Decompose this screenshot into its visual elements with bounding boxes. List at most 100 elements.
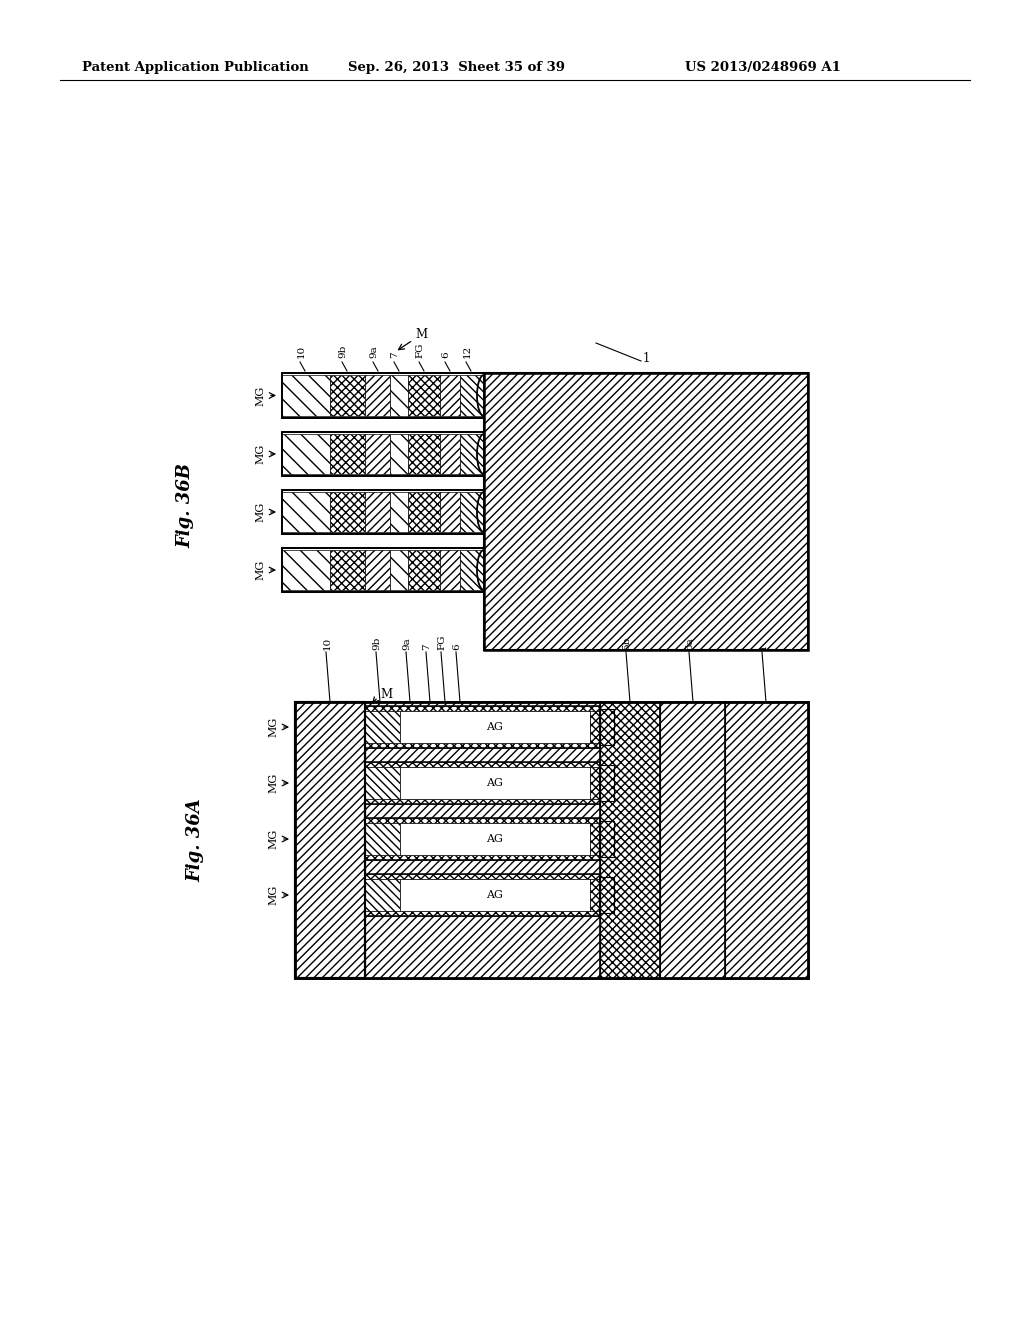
Bar xyxy=(365,743,600,748)
Bar xyxy=(295,702,808,978)
Text: MG: MG xyxy=(255,502,265,523)
Bar xyxy=(440,492,460,532)
Text: Fig. 36A: Fig. 36A xyxy=(186,799,204,882)
Bar xyxy=(600,702,660,978)
Text: MG: MG xyxy=(268,829,278,849)
Bar xyxy=(408,550,440,590)
Bar xyxy=(390,375,408,416)
Bar xyxy=(600,709,614,744)
Bar xyxy=(282,432,484,477)
Bar xyxy=(484,374,808,649)
Bar xyxy=(590,711,600,743)
Bar xyxy=(365,879,400,911)
Bar xyxy=(282,550,330,590)
Bar xyxy=(590,822,600,855)
Text: 12: 12 xyxy=(463,345,471,358)
Bar xyxy=(440,550,460,590)
Bar xyxy=(400,767,590,799)
Bar xyxy=(282,432,484,477)
Bar xyxy=(590,879,600,911)
Text: 9a: 9a xyxy=(402,638,412,649)
Bar xyxy=(365,706,600,711)
Text: Patent Application Publication: Patent Application Publication xyxy=(82,62,309,74)
Text: 5a: 5a xyxy=(685,638,694,649)
Bar xyxy=(600,766,614,801)
Bar xyxy=(390,550,408,590)
Text: M: M xyxy=(380,688,392,701)
Text: Fig. 36B: Fig. 36B xyxy=(176,462,194,548)
Bar xyxy=(365,818,600,861)
Bar xyxy=(282,548,484,591)
Bar xyxy=(365,762,600,804)
Bar xyxy=(440,434,460,474)
Bar xyxy=(365,434,390,474)
Text: 9b: 9b xyxy=(339,345,347,358)
Bar xyxy=(460,492,484,532)
Text: MG: MG xyxy=(268,884,278,906)
Text: 7: 7 xyxy=(423,643,431,649)
Bar xyxy=(365,818,600,822)
Bar xyxy=(330,550,365,590)
Bar xyxy=(460,434,484,474)
Text: 9b: 9b xyxy=(373,636,382,649)
Bar xyxy=(484,374,808,649)
Bar xyxy=(295,702,365,978)
Bar xyxy=(400,879,590,911)
Bar xyxy=(600,876,614,913)
Bar xyxy=(600,821,614,857)
Bar xyxy=(282,490,484,535)
Text: MG: MG xyxy=(268,717,278,737)
Bar xyxy=(365,799,600,804)
Bar xyxy=(460,550,484,590)
Bar xyxy=(365,767,400,799)
Text: AG: AG xyxy=(486,777,504,788)
Bar xyxy=(408,375,440,416)
Text: MG: MG xyxy=(268,774,278,793)
Text: Sep. 26, 2013  Sheet 35 of 39: Sep. 26, 2013 Sheet 35 of 39 xyxy=(348,62,565,74)
Bar xyxy=(408,434,440,474)
Bar xyxy=(600,709,614,744)
Bar xyxy=(365,762,600,804)
Bar xyxy=(365,702,600,978)
Bar xyxy=(295,702,365,978)
Text: MG: MG xyxy=(255,444,265,465)
Bar xyxy=(365,762,600,767)
Bar xyxy=(365,706,600,748)
Bar xyxy=(400,711,590,743)
Bar xyxy=(295,702,365,978)
Bar xyxy=(600,821,614,857)
Bar xyxy=(282,490,484,535)
Bar xyxy=(660,702,725,978)
Text: 1: 1 xyxy=(759,643,768,649)
Bar xyxy=(365,874,600,916)
Text: M: M xyxy=(415,329,427,342)
Bar xyxy=(282,374,484,418)
Bar xyxy=(282,434,330,474)
Bar xyxy=(408,492,440,532)
Bar xyxy=(282,374,484,418)
Text: MG: MG xyxy=(255,385,265,405)
Text: 10: 10 xyxy=(323,636,332,649)
Text: 9a: 9a xyxy=(370,346,379,358)
Text: 10: 10 xyxy=(297,345,305,358)
Bar xyxy=(282,375,330,416)
Bar xyxy=(282,548,484,591)
Bar xyxy=(600,766,614,801)
Text: 5b: 5b xyxy=(623,636,632,649)
Bar xyxy=(390,492,408,532)
Bar xyxy=(400,822,590,855)
Bar xyxy=(295,702,808,978)
Text: FG: FG xyxy=(437,635,446,649)
Bar xyxy=(440,375,460,416)
Bar xyxy=(330,492,365,532)
Bar xyxy=(330,434,365,474)
Text: 6: 6 xyxy=(441,351,451,358)
Bar xyxy=(365,550,390,590)
Text: FG: FG xyxy=(416,342,425,358)
Text: AG: AG xyxy=(486,890,504,900)
Bar xyxy=(600,876,614,913)
Bar xyxy=(365,818,600,861)
Text: US 2013/0248969 A1: US 2013/0248969 A1 xyxy=(685,62,841,74)
Bar xyxy=(365,911,600,916)
Text: AG: AG xyxy=(486,834,504,843)
